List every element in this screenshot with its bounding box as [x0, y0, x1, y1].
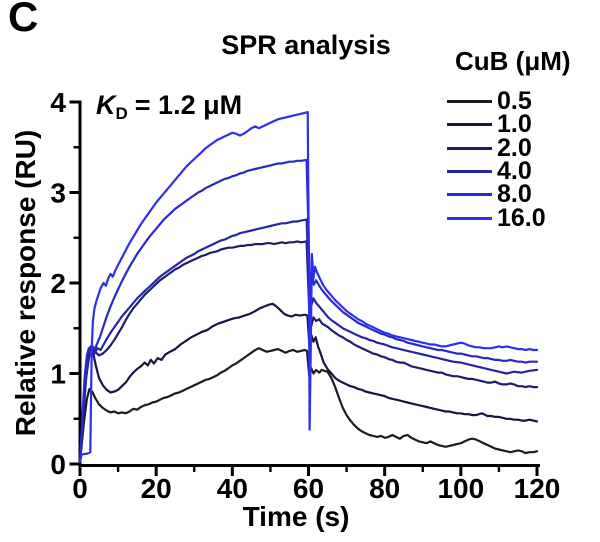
x-tick-label: 40 [217, 473, 248, 504]
x-tick-label: 80 [369, 473, 400, 504]
curve-1.0 [78, 302, 539, 464]
kd-subscript: D [115, 104, 128, 123]
legend-line-swatch [447, 100, 492, 104]
legend-item-1.0: 1.0 [443, 110, 599, 139]
legend-item-8.0: 8.0 [443, 180, 599, 209]
y-tick-label: 0 [50, 449, 66, 480]
legend-label: 0.5 [497, 87, 532, 116]
kd-value: = 1.2 μM [134, 90, 243, 120]
y-tick-label: 1 [50, 359, 66, 390]
curve-16.0 [78, 110, 539, 464]
legend-line-swatch [447, 146, 492, 150]
legend-title: CuB (μM) [455, 46, 571, 76]
legend-item-16.0: 16.0 [443, 203, 599, 232]
curve-4.0 [78, 218, 539, 464]
legend-label: 16.0 [497, 203, 546, 232]
legend-item-4.0: 4.0 [443, 157, 599, 186]
legend-line-swatch [447, 123, 492, 127]
kd-symbol: K [96, 90, 116, 120]
legend: CuB (μM) 0.5 1.0 2.0 4.0 8.0 16.0 [443, 46, 599, 230]
x-tick-label: 100 [437, 473, 484, 504]
y-tick-label: 2 [50, 268, 66, 299]
legend-label: 1.0 [497, 110, 532, 139]
legend-line-swatch [447, 216, 492, 220]
y-axis-label: Relative response (RU) [10, 129, 41, 437]
kd-annotation: KD = 1.2 μM [96, 90, 242, 124]
legend-label: 2.0 [497, 133, 532, 162]
legend-label: 8.0 [497, 180, 532, 209]
legend-label: 4.0 [497, 157, 532, 186]
chart-title: SPR analysis [221, 30, 391, 60]
panel-label: C [8, 0, 39, 40]
y-tick-label: 3 [50, 178, 66, 209]
legend-line-swatch [447, 193, 492, 197]
x-tick-label: 20 [141, 473, 172, 504]
y-tick-label: 4 [50, 87, 66, 118]
x-axis-label: Time (s) [242, 501, 350, 532]
x-tick-label: 60 [293, 473, 324, 504]
legend-line-swatch [447, 170, 492, 174]
legend-item-0.5: 0.5 [443, 87, 599, 116]
x-tick-label: 120 [514, 473, 561, 504]
x-tick-label: 0 [72, 473, 88, 504]
legend-item-2.0: 2.0 [443, 133, 599, 162]
legend-items: 0.5 1.0 2.0 4.0 8.0 16.0 [443, 87, 599, 232]
